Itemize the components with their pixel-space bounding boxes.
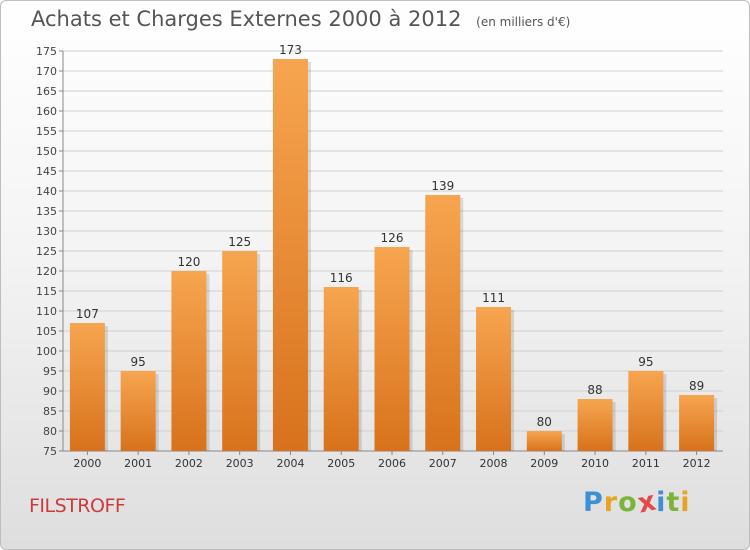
- y-tick-label: 175: [36, 45, 57, 58]
- x-tick-label: 2002: [175, 457, 203, 470]
- y-tick-label: 100: [36, 345, 57, 358]
- bar-value-label: 139: [431, 179, 454, 193]
- x-tick-label: 2011: [632, 457, 660, 470]
- y-tick-label: 115: [36, 285, 57, 298]
- y-tick-label: 160: [36, 105, 57, 118]
- bars: [69, 59, 718, 451]
- bar-2008: [476, 307, 512, 451]
- y-tick-label: 125: [36, 245, 57, 258]
- bar-value-label: 173: [279, 43, 302, 57]
- y-tick-label: 110: [36, 305, 57, 318]
- bar-2009: [526, 431, 562, 451]
- y-tick-label: 145: [36, 165, 57, 178]
- x-tick-label: 2001: [124, 457, 152, 470]
- x-tick-label: 2000: [73, 457, 101, 470]
- y-tick-label: 90: [43, 385, 57, 398]
- x-tick-label: 2005: [327, 457, 355, 470]
- bar-2006: [374, 247, 410, 451]
- bar-value-label: 88: [587, 383, 602, 397]
- bar-value-label: 80: [537, 415, 552, 429]
- logo-letter: i: [680, 487, 691, 518]
- x-tick-label: 2004: [276, 457, 304, 470]
- bar-value-label: 107: [76, 307, 99, 321]
- logo-letter: P: [583, 487, 604, 518]
- chart-unit: (en milliers d'€): [476, 15, 571, 29]
- bar-value-label: 120: [177, 255, 200, 269]
- bar-value-label: 111: [482, 291, 505, 305]
- bar-value-label: 116: [330, 271, 353, 285]
- bar-value-label: 89: [689, 379, 704, 393]
- y-tick-label: 120: [36, 265, 57, 278]
- logo-letter: r: [603, 487, 619, 518]
- bar-2003: [222, 251, 258, 451]
- bar-2004: [272, 59, 308, 451]
- bar-2012: [679, 395, 715, 451]
- logo-letter: t: [666, 487, 681, 518]
- y-tick-label: 105: [36, 325, 57, 338]
- logo-letter: i: [656, 487, 667, 518]
- bar-value-label: 126: [381, 231, 404, 245]
- chart-title-text: Achats et Charges Externes 2000 à 2012: [31, 7, 462, 31]
- x-tick-label: 2003: [226, 457, 254, 470]
- bar-value-label: 125: [228, 235, 251, 249]
- y-tick-label: 75: [43, 445, 57, 458]
- commune-name: FILSTROFF: [29, 495, 126, 517]
- bar-value-label: 95: [131, 355, 146, 369]
- y-tick-label: 150: [36, 145, 57, 158]
- y-tick-label: 85: [43, 405, 57, 418]
- y-tick-label: 140: [36, 185, 57, 198]
- y-tick-label: 80: [43, 425, 57, 438]
- x-tick-label: 2009: [530, 457, 558, 470]
- y-tick-label: 170: [36, 65, 57, 78]
- labels: 75 80 85 90 95 100 105 110 115 120 125 130 135 140 145…: [36, 43, 711, 470]
- proxiti-logo: Proxiti: [583, 485, 691, 519]
- bar-value-label: 95: [638, 355, 653, 369]
- bar-2011: [628, 371, 664, 451]
- logo-letter: o: [618, 487, 638, 518]
- y-tick-label: 130: [36, 225, 57, 238]
- y-tick-label: 155: [36, 125, 57, 138]
- x-tick-label: 2012: [683, 457, 711, 470]
- x-tick-label: 2006: [378, 457, 406, 470]
- bar-2000: [69, 323, 105, 451]
- x-tick-label: 2010: [581, 457, 609, 470]
- x-tick-label: 2007: [429, 457, 457, 470]
- x-tick-label: 2008: [480, 457, 508, 470]
- bar-2005: [323, 287, 359, 451]
- chart-title: Achats et Charges Externes 2000 à 2012 (…: [31, 7, 570, 31]
- bar-2007: [425, 195, 461, 451]
- bar-2001: [120, 371, 156, 451]
- y-tick-label: 165: [36, 85, 57, 98]
- bar-2010: [577, 399, 613, 451]
- y-tick-label: 95: [43, 365, 57, 378]
- bar-2002: [171, 271, 207, 451]
- y-tick-label: 135: [36, 205, 57, 218]
